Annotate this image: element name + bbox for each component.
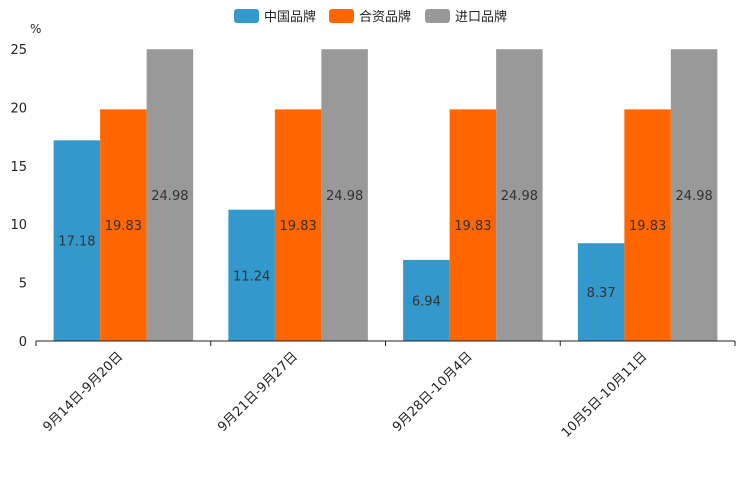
y-tick-label: 25 (10, 43, 27, 58)
x-axis: 9月14日-9月20日 9月21日-9月27日 9月28日-10月4日 10月5日-1… (35, 340, 736, 441)
bar-2-0 (146, 49, 194, 341)
legend: 中国品牌 合资品牌 进口品牌 (234, 9, 507, 25)
y-tick-label: 5 (19, 277, 27, 292)
data-label: 17.18 (58, 235, 95, 250)
data-label: 19.83 (280, 219, 317, 234)
x-tick-label: 9月21日-9月27日 (215, 349, 301, 435)
bar-2-2 (496, 49, 543, 341)
y-axis: 0 5 10 15 20 25 (10, 43, 27, 350)
y-tick-label: 0 (19, 335, 27, 350)
x-tick-label: 9月14日-9月20日 (40, 349, 126, 435)
data-label: 6.94 (412, 294, 441, 309)
legend-swatch (329, 9, 354, 23)
y-tick-label: 20 (10, 101, 27, 116)
data-label: 19.83 (454, 219, 491, 234)
data-label: 24.98 (501, 189, 538, 204)
y-tick-label: 15 (10, 160, 27, 175)
data-label: 19.83 (105, 219, 142, 234)
data-label: 24.98 (151, 189, 188, 204)
bar-2-3 (670, 49, 718, 341)
bar-0-3 (577, 243, 625, 341)
bar-1-2 (449, 109, 497, 342)
data-label: 19.83 (629, 219, 666, 234)
data-label: 8.37 (587, 286, 616, 301)
bar-1-3 (624, 109, 671, 342)
bar-2-1 (321, 49, 368, 341)
data-label: 11.24 (233, 269, 270, 284)
bar-1-0 (100, 109, 147, 342)
data-label: 24.98 (326, 189, 363, 204)
bar-0-1 (228, 209, 275, 341)
legend-label: 进口品牌 (455, 9, 507, 25)
bar-0-0 (53, 140, 101, 341)
x-tick-label: 10月5日-10月11日 (559, 349, 651, 441)
legend-swatch (234, 9, 259, 23)
data-label: 24.98 (676, 189, 713, 204)
x-tick-label: 9月28日-10月4日 (390, 349, 476, 435)
legend-swatch (425, 9, 450, 23)
legend-label: 中国品牌 (264, 9, 316, 25)
y-tick-label: 10 (10, 218, 27, 233)
bars (53, 49, 718, 342)
bar-0-2 (403, 259, 450, 341)
y-axis-unit-label: % (30, 22, 41, 36)
bar-1-1 (274, 109, 322, 342)
data-labels: 17.18 11.24 6.94 8.37 19.83 19.83 19.83 19.83 24… (58, 189, 712, 309)
legend-label: 合资品牌 (359, 9, 411, 25)
